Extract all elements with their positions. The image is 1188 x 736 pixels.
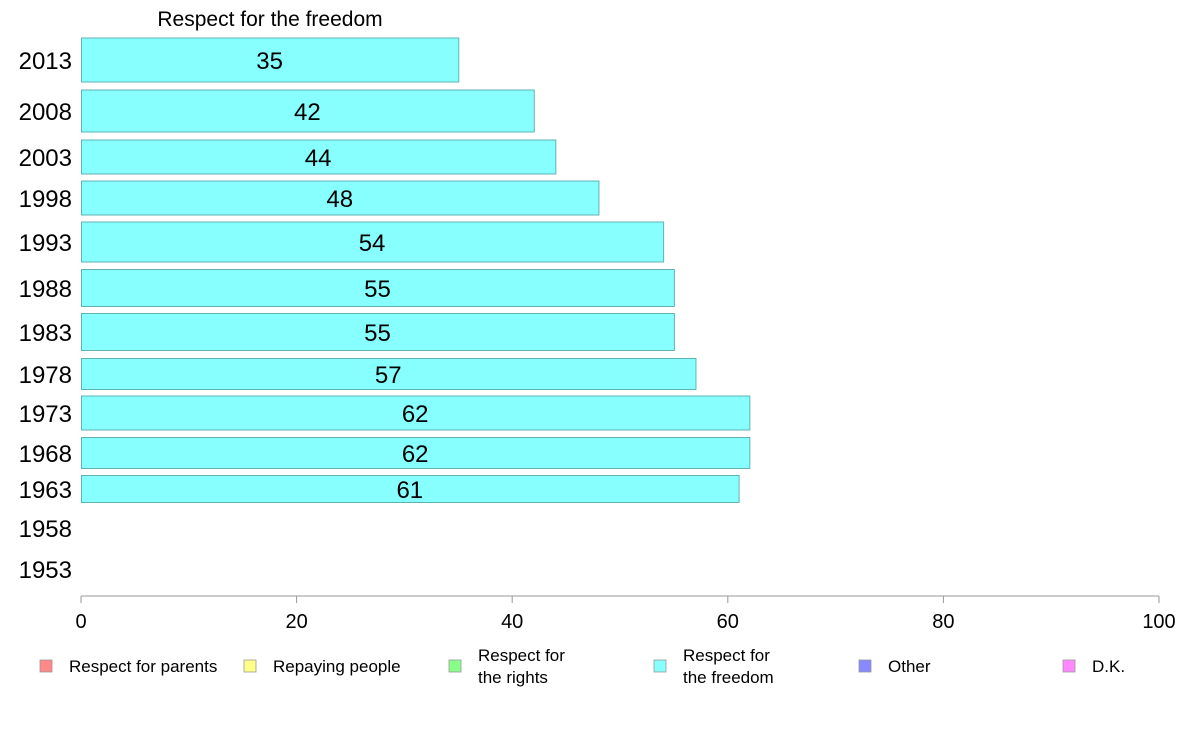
bar <box>81 395 751 431</box>
bar-value-label: 44 <box>305 145 332 172</box>
y-tick-label: 1993 <box>19 230 72 257</box>
y-tick-label: 1963 <box>19 477 72 504</box>
y-tick-label: 1983 <box>19 320 72 347</box>
chart-title: Respect for the freedom <box>157 8 382 31</box>
bar-value-label: 54 <box>359 230 386 257</box>
x-tick-label: 80 <box>932 611 954 633</box>
bar <box>81 358 697 390</box>
x-tick-label: 40 <box>501 611 523 633</box>
legend-label: the rights <box>478 668 548 687</box>
legend-label: Other <box>888 657 931 676</box>
bar-value-label: 62 <box>402 401 429 428</box>
bar <box>81 313 675 351</box>
legend-label: Respect for <box>683 646 770 665</box>
bar-value-label: 61 <box>396 477 423 504</box>
bar <box>81 37 460 83</box>
y-tick-label: 1958 <box>19 516 72 543</box>
legend-swatch <box>243 659 257 673</box>
bar <box>81 269 675 307</box>
legend-swatch <box>448 659 462 673</box>
legend-label: Repaying people <box>273 657 401 676</box>
y-tick-label: 1973 <box>19 401 72 428</box>
bar-value-label: 35 <box>256 48 283 75</box>
x-tick-label: 60 <box>717 611 739 633</box>
bar <box>81 475 740 503</box>
bar-value-label: 42 <box>294 99 321 126</box>
bar <box>81 437 751 469</box>
legend-label: Respect for parents <box>69 657 217 676</box>
y-tick-label: 1988 <box>19 276 72 303</box>
legend-swatch <box>653 659 667 673</box>
legend-label: D.K. <box>1092 657 1125 676</box>
legend-swatch <box>39 659 53 673</box>
y-axis-labels: 2013 2008 2003 1998 1993 1988 1983 1978 1973 1968… <box>19 48 72 584</box>
y-tick-label: 2003 <box>19 145 72 172</box>
x-axis: 0 20 40 60 80 100 <box>75 595 1176 633</box>
bar <box>81 180 600 216</box>
y-tick-label: 1953 <box>19 557 72 584</box>
y-tick-label: 2008 <box>19 99 72 126</box>
x-tick-label: 20 <box>285 611 307 633</box>
x-tick-label: 0 <box>75 611 86 633</box>
bar <box>81 221 665 263</box>
bar-value-label: 62 <box>402 441 429 468</box>
x-tick-label: 100 <box>1142 611 1175 633</box>
legend-swatch <box>1062 659 1076 673</box>
bar <box>81 139 557 175</box>
y-tick-label: 2013 <box>19 48 72 75</box>
legend-label: the freedom <box>683 668 774 687</box>
legend-label: Respect for <box>478 646 565 665</box>
legend: Respect for parents Repaying people Respec… <box>39 646 1125 687</box>
y-tick-label: 1978 <box>19 362 72 389</box>
bar-value-label: 48 <box>326 186 353 213</box>
bar-value-label: 57 <box>375 362 402 389</box>
y-tick-label: 1998 <box>19 186 72 213</box>
bar <box>81 89 535 133</box>
legend-swatch <box>858 659 872 673</box>
bar-value-label: 55 <box>364 276 391 303</box>
bar-value-label: 55 <box>364 320 391 347</box>
y-tick-label: 1968 <box>19 441 72 468</box>
